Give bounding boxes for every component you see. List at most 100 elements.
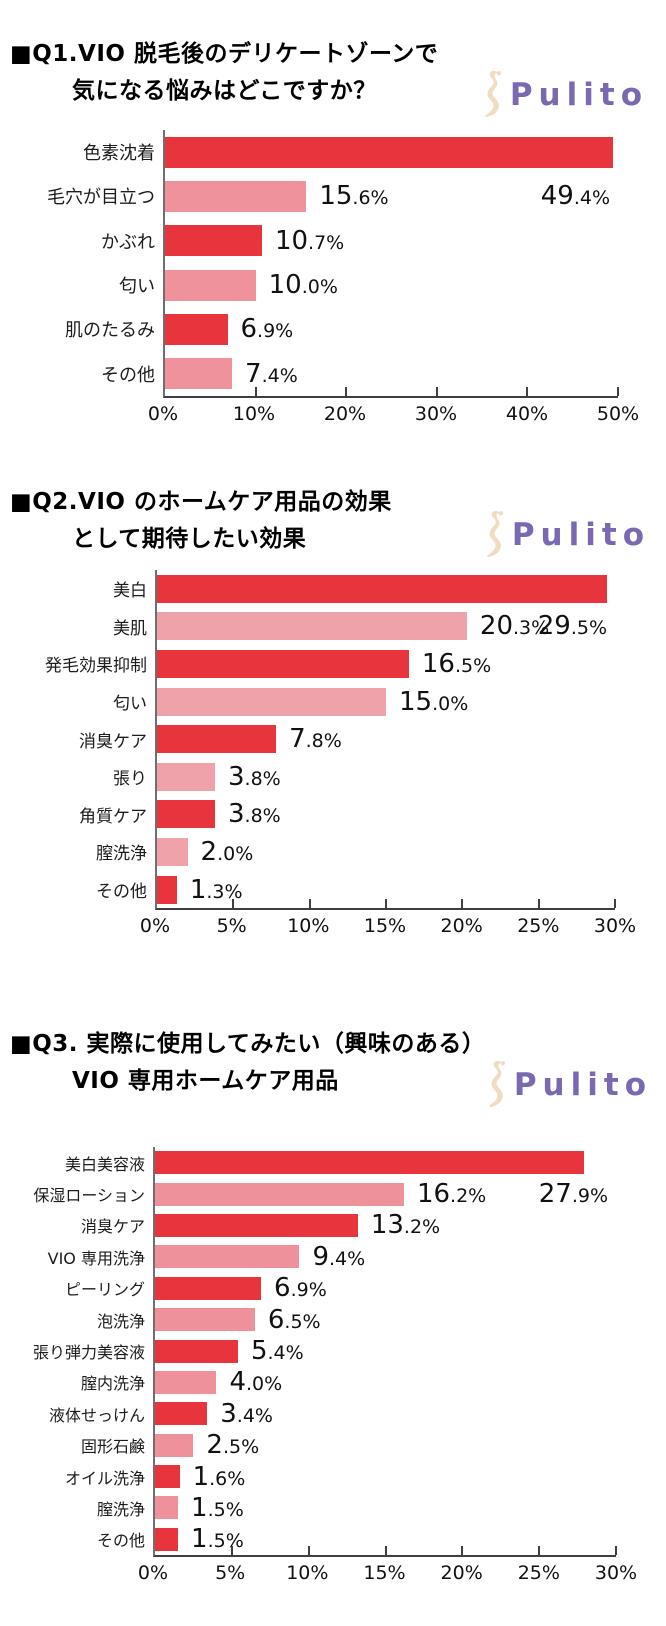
value-fraction: .4% (328, 1247, 366, 1270)
value-label: 6.9% (241, 314, 294, 344)
value-fraction: .8% (244, 767, 281, 790)
bar-row: 発毛効果抑制 16.5% (45, 645, 615, 683)
value-integer: 3 (228, 761, 245, 792)
value-fraction: .4% (267, 1342, 304, 1365)
value-integer: 1 (192, 1461, 210, 1492)
value-label: 3.8% (228, 799, 281, 829)
category-label: VIO 専用洗浄 (47, 1248, 145, 1268)
category-label: 液体せっけん (48, 1405, 145, 1425)
value-label: 2.5% (206, 1430, 259, 1460)
axis-tick (307, 1546, 310, 1556)
pulito-logo: Pulito (481, 70, 648, 120)
value-label: 6.5% (268, 1305, 321, 1335)
axis-tick-label: 30% (414, 402, 458, 425)
axis-tick (461, 899, 464, 909)
value-integer: 7 (289, 724, 306, 755)
axis-tick (615, 1546, 617, 1556)
value-integer: 10 (268, 270, 302, 301)
chart-title-line2: VIO 専用ホームケア用品 (72, 1068, 339, 1094)
axis-tick-label: 10% (286, 1562, 329, 1585)
category-label: かぶれ (101, 231, 155, 253)
value-integer: 6 (274, 1273, 291, 1304)
value-fraction: .9% (571, 1185, 608, 1208)
chart-section-q1: ■Q1.VIO 脱毛後のデリケートゾーンで 気になる悩みはどこですか？ Puli… (0, 30, 666, 425)
value-fraction: .5% (207, 1530, 244, 1553)
bar-row: その他 1.5% (97, 1524, 616, 1555)
value-label: 7.8% (289, 724, 342, 754)
chart-title-q2: ■Q2.VIO のホームケア用品の効果 として期待したい効果 (0, 478, 666, 558)
value-fraction: .8% (244, 805, 281, 828)
bar (155, 1433, 194, 1457)
value-label: 4.0% (229, 1367, 282, 1397)
value-label: 1.3% (190, 875, 243, 905)
value-label: 10.0% (269, 270, 338, 300)
value-fraction: .9% (257, 320, 294, 343)
value-fraction: .4% (236, 1404, 273, 1427)
chart-title-q1: ■Q1.VIO 脱毛後のデリケートゾーンで 気になる悩みはどこですか？ (0, 30, 666, 110)
category-label: 美白美容液 (64, 1154, 145, 1174)
bar-row: 美白美容液 27.9% (65, 1147, 616, 1209)
axis-tick-label: 20% (323, 402, 367, 425)
value-label: 13.2% (371, 1210, 440, 1240)
bar-row: 消臭ケア 7.8% (79, 720, 615, 758)
x-axis: 0% 5% 10% 15% 20% 25% 30% (138, 1557, 637, 1589)
value-fraction: .5% (454, 654, 492, 677)
value-label: 49.4% (541, 181, 610, 211)
value-fraction: .0% (432, 692, 469, 715)
bar-chart-q3: 美白美容液 27.9% 保湿ローション 16.2% 消臭ケア 13.2% VIO 専用洗浄 9… (0, 1147, 666, 1589)
bar-row: 角質ケア 3.8% (79, 796, 615, 834)
value-integer: 3 (220, 1398, 237, 1429)
value-integer: 1 (189, 874, 207, 905)
value-label: 27.9% (539, 1179, 608, 1209)
bar-row: 匂い 15.0% (113, 683, 615, 721)
value-label: 3.4% (220, 1399, 273, 1429)
bar (155, 1276, 262, 1300)
axis-tick (385, 899, 387, 909)
value-label: 3.8% (228, 762, 281, 792)
axis-tick (254, 386, 257, 396)
bar-row: 膣洗浄 2.0% (96, 833, 615, 871)
bar-row: 美白 29.5% (113, 570, 615, 641)
value-integer: 16 (421, 648, 455, 679)
bar (157, 612, 467, 641)
category-label: オイル洗浄 (64, 1468, 145, 1488)
bar-row: 膣洗浄 1.5% (97, 1492, 616, 1523)
bar (155, 1370, 217, 1394)
bar (157, 574, 608, 603)
value-integer: 6 (267, 1304, 285, 1335)
bar (155, 1339, 238, 1363)
bar (165, 358, 233, 390)
bar-chart-q1: 色素沈着 49.4% 毛穴が目立つ 15.6% かぶれ 10.7% 匂い 10.0% 肌のたるみ… (0, 130, 666, 430)
value-fraction: .5% (284, 1310, 321, 1333)
axis-tick (435, 386, 438, 396)
axis-tick-label: 0% (139, 915, 171, 938)
value-integer: 20 (479, 611, 513, 642)
category-label: 固形石鹸 (80, 1437, 145, 1457)
axis-tick-label: 20% (440, 915, 483, 938)
value-integer: 1 (191, 1492, 208, 1523)
category-label: ピーリング (64, 1280, 145, 1300)
category-label: 匂い (113, 694, 147, 715)
bar-row: 固形石鹸 2.5% (81, 1430, 616, 1461)
value-integer: 15 (319, 181, 353, 212)
bar-row: ピーリング 6.9% (65, 1273, 616, 1304)
axis-tick-label: 10% (287, 915, 330, 938)
axis-tick-label: 15% (363, 1562, 406, 1585)
bar-row: その他 7.4% (101, 351, 618, 395)
bar (165, 313, 228, 345)
category-label: 保湿ローション (33, 1186, 145, 1206)
bar-row: 泡洗浄 6.5% (97, 1304, 616, 1335)
category-label: 膣洗浄 (96, 844, 147, 865)
category-label: その他 (96, 882, 147, 903)
chart-title-line2: として期待したい効果 (72, 526, 307, 552)
bar (157, 837, 188, 866)
value-fraction: .3% (206, 880, 243, 903)
value-integer: 5 (250, 1336, 268, 1367)
value-label: 6.9% (274, 1273, 327, 1303)
bar-row: 張り弾力美容液 5.4% (33, 1335, 616, 1367)
category-label: 膣内洗浄 (80, 1374, 145, 1394)
axis-tick (230, 1546, 233, 1556)
value-fraction: .2% (450, 1185, 487, 1208)
category-label: 発毛効果抑制 (45, 656, 147, 677)
